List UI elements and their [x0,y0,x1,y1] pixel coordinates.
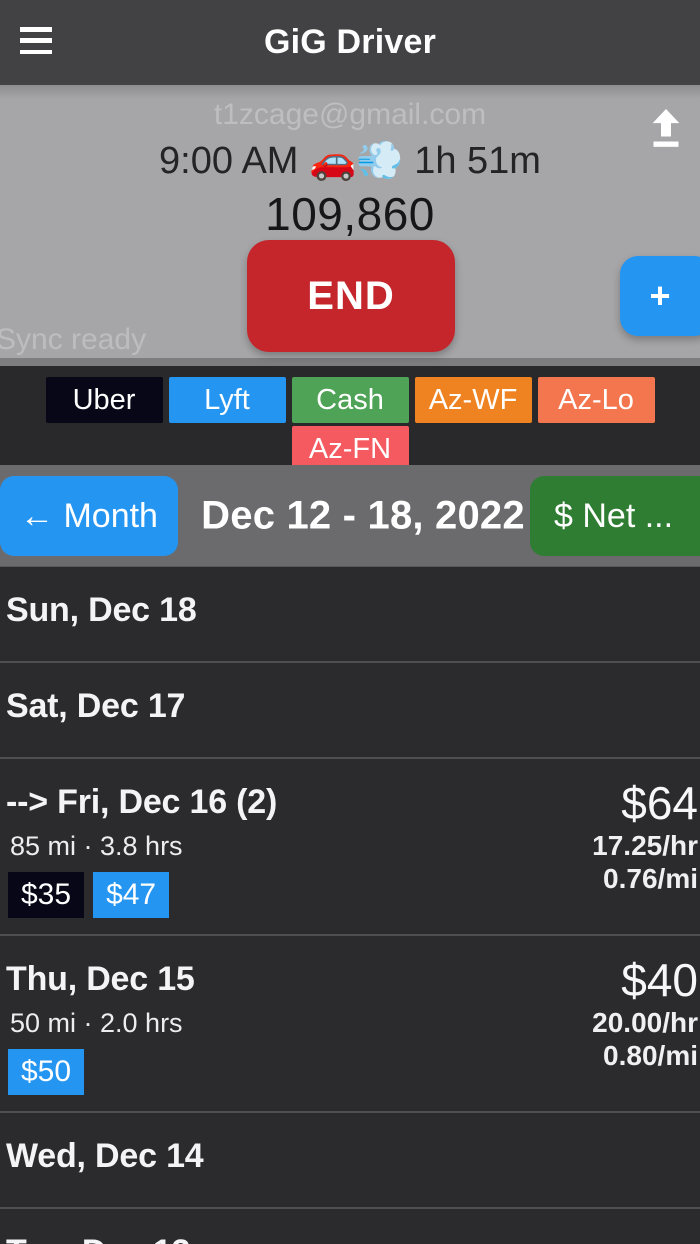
day-title: Thu, Dec 15 [6,960,195,998]
earning-badge-lyft[interactable]: $50 [8,1049,85,1095]
day-title: Tue, Dec 13 [6,1231,190,1244]
tag-az-fn[interactable]: Az-FN [291,426,409,472]
top-bar: GiG Driver [0,0,700,85]
day-title: Sat, Dec 17 [6,687,186,725]
tag-uber[interactable]: Uber [45,377,163,423]
tag-filter-bar: Uber Lyft Cash Az-WF Az-Lo Az-FN [0,366,700,472]
day-earning-badges: $50 [8,1049,195,1095]
day-rate-per-hour: 17.25/hr [592,830,698,861]
day-miles-hours: 85 mi · 3.8 hrs [10,831,183,861]
day-row-fri-dec-16[interactable]: --> Fri, Dec 16 (2) 85 mi · 3.8 hrs $35 … [0,759,700,936]
day-row-sat-dec-17[interactable]: Sat, Dec 17 [0,663,700,759]
session-panel: t1zcage@gmail.com 9:00 AM 🚗💨 1h 51m 109,… [0,85,700,358]
week-range-title: Dec 12 - 18, 2022 [201,493,525,537]
tag-az-lo[interactable]: Az-Lo [537,377,655,423]
tag-row-2: Az-FN [0,426,700,472]
tag-cash[interactable]: Cash [291,377,409,423]
earning-badge-uber[interactable]: $35 [8,872,85,918]
tag-row-1: Uber Lyft Cash Az-WF Az-Lo [0,377,700,423]
app-title: GiG Driver [263,23,437,61]
day-rate-per-mile: 0.80/mi [603,1040,698,1071]
tag-lyft[interactable]: Lyft [168,377,286,423]
day-row-sun-dec-18[interactable]: Sun, Dec 18 [0,567,700,663]
day-earning-badges: $35 $47 [8,872,277,918]
shift-start-and-duration: 9:00 AM 🚗💨 1h 51m [159,140,541,182]
day-title: Sun, Dec 18 [6,591,197,629]
day-row-wed-dec-14[interactable]: Wed, Dec 14 [0,1113,700,1209]
day-title: --> Fri, Dec 16 (2) [6,783,278,821]
day-row-tue-dec-13[interactable]: Tue, Dec 13 [0,1209,700,1244]
tag-az-wf[interactable]: Az-WF [414,377,532,423]
section-divider [0,358,700,366]
end-shift-button[interactable]: END [247,240,455,352]
day-list: Sun, Dec 18 Sat, Dec 17 --> Fri, Dec 16 … [0,567,700,1244]
account-email: t1zcage@gmail.com [213,98,487,131]
day-title: Wed, Dec 14 [6,1137,204,1175]
earning-badge-lyft[interactable]: $47 [93,872,170,918]
upload-icon[interactable] [646,107,686,151]
add-entry-button[interactable]: + [620,256,700,336]
day-rate-per-hour: 20.00/hr [592,1007,698,1038]
day-rate-per-mile: 0.76/mi [603,863,698,894]
day-miles-hours: 50 mi · 2.0 hrs [10,1008,183,1038]
month-back-button[interactable]: ← Month [0,476,178,556]
day-total: $40 [621,954,698,1006]
odometer-value[interactable]: 109,860 [265,188,435,240]
day-row-thu-dec-15[interactable]: Thu, Dec 15 50 mi · 2.0 hrs $50 $40 20.0… [0,936,700,1113]
menu-icon[interactable] [20,27,52,54]
day-total: $64 [621,777,698,829]
net-toggle-button[interactable]: $ Net ... [530,476,700,556]
sync-status: Sync ready [0,323,147,356]
week-header: Dec 12 - 18, 2022 ← Month $ Net ... [0,465,700,567]
